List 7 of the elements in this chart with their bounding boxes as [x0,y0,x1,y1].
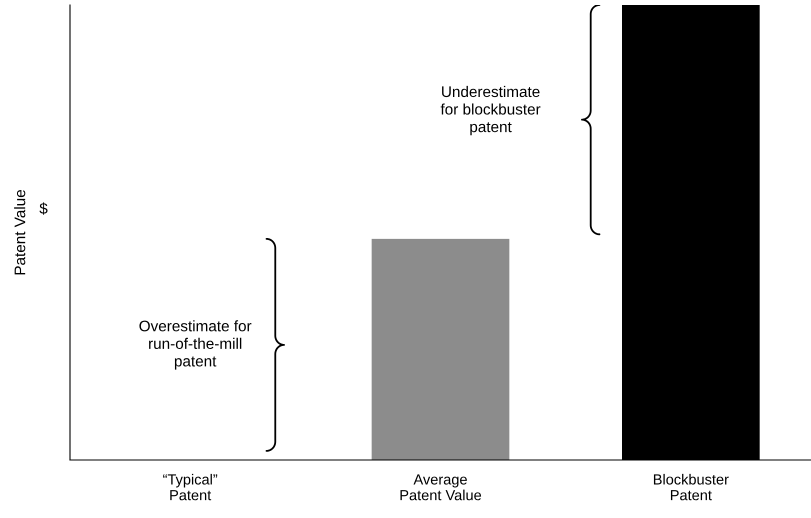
y-axis-title: Patent Value [14,190,26,274]
text: $ [39,202,48,215]
x-tick-label: Average Patent Value [400,474,482,500]
x-tick-label: “Typical” Patent [163,474,218,500]
annotation: Overestimate for run-of-the-mill patent [139,320,252,370]
x-tick-label: Blockbuster Patent [654,474,729,500]
annotation: Underestimate for blockbuster patent [440,86,540,136]
